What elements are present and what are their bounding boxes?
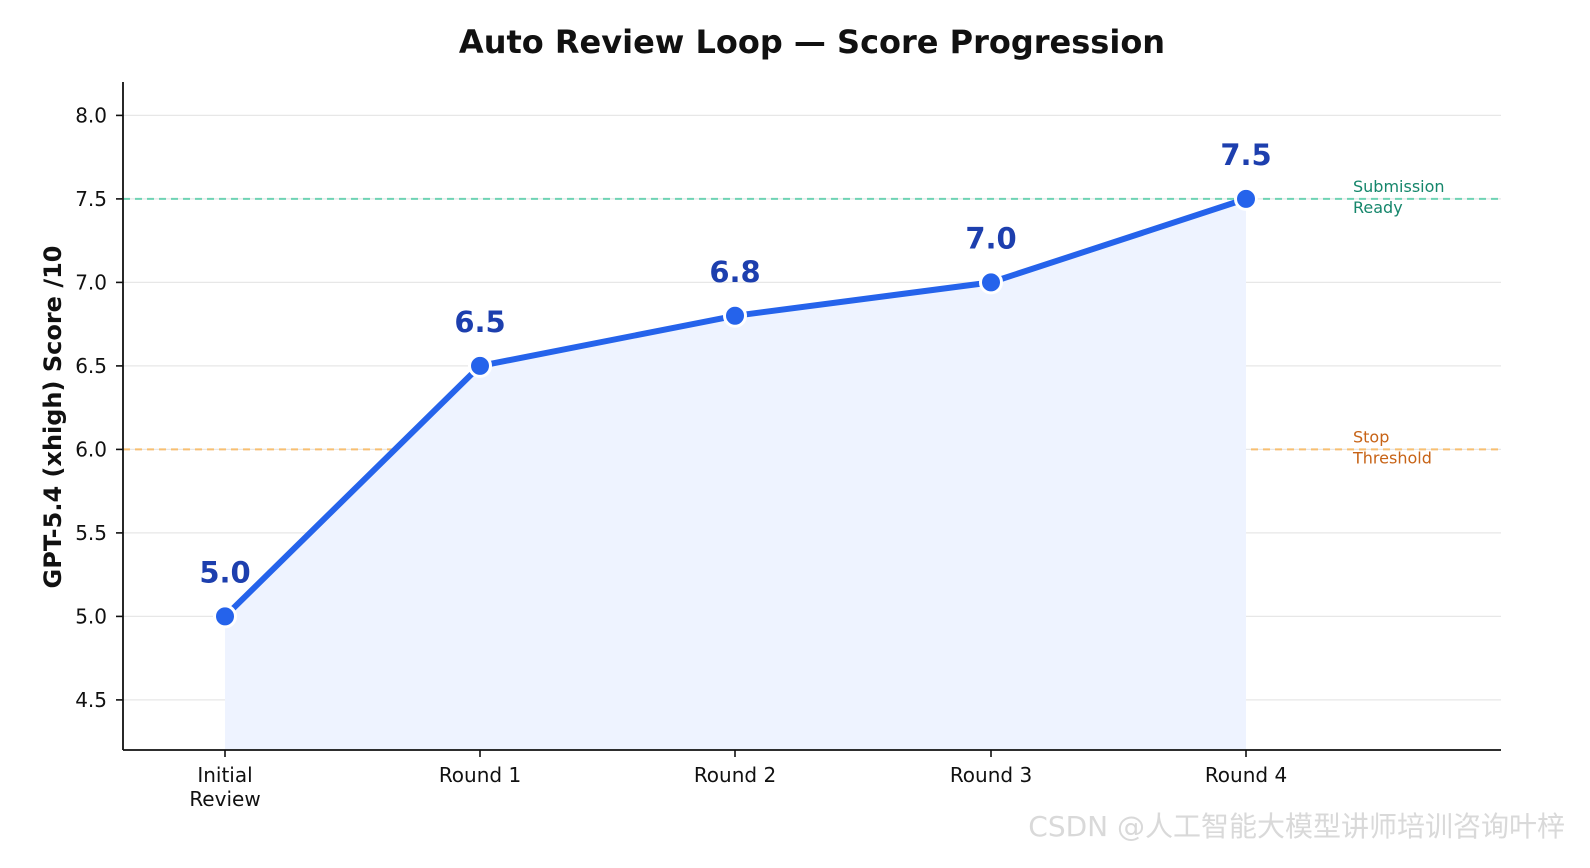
axes — [122, 82, 1501, 751]
y-tick-label: 6.0 — [75, 437, 107, 461]
y-tick-label: 6.5 — [75, 354, 107, 378]
score-data-label: 6.8 — [709, 255, 760, 289]
score-point — [979, 270, 1003, 295]
score-area — [225, 198, 1246, 750]
reference-labels: Submission Ready Stop Threshold — [1352, 177, 1445, 468]
score-point — [1234, 186, 1258, 211]
x-tick-label: Round 1 — [439, 763, 521, 787]
submission-ready-label: Submission Ready — [1353, 177, 1445, 217]
score-data-label: 7.0 — [965, 221, 1016, 255]
watermark-text: CSDN @人工智能大模型讲师培训咨询叶梓 — [1028, 810, 1565, 843]
y-tick-label: 7.5 — [75, 187, 107, 211]
points — [213, 186, 1258, 629]
y-tick-label: 5.0 — [75, 604, 107, 628]
y-axis-ticks: 4.5 5.0 5.5 6.0 6.5 7.0 7.5 8.0 — [75, 103, 123, 712]
area-fill — [225, 198, 1246, 750]
point-labels: 5.0 6.5 6.8 7.0 7.5 — [199, 138, 1271, 590]
y-tick-label: 4.5 — [75, 688, 107, 712]
score-data-label: 7.5 — [1220, 138, 1271, 172]
y-axis-label: GPT-5.4 (xhigh) Score /10 — [39, 246, 67, 589]
x-tick-label: Round 4 — [1205, 763, 1287, 787]
stop-threshold-label: Stop Threshold — [1352, 427, 1432, 467]
chart-title: Auto Review Loop — Score Progression — [459, 23, 1165, 61]
y-tick-label: 5.5 — [75, 521, 107, 545]
score-point — [723, 303, 747, 328]
x-axis-ticks: Initial Review Round 1 Round 2 Round 3 Round … — [189, 750, 1287, 811]
x-tick-label: Initial Review — [189, 763, 260, 811]
y-tick-label: 7.0 — [75, 270, 107, 294]
score-point — [213, 604, 237, 629]
score-data-label: 6.5 — [454, 305, 505, 339]
x-tick-label: Round 2 — [694, 763, 776, 787]
score-point — [468, 353, 492, 378]
score-data-label: 5.0 — [199, 555, 250, 589]
y-tick-label: 8.0 — [75, 103, 107, 127]
x-tick-label: Round 3 — [950, 763, 1032, 787]
